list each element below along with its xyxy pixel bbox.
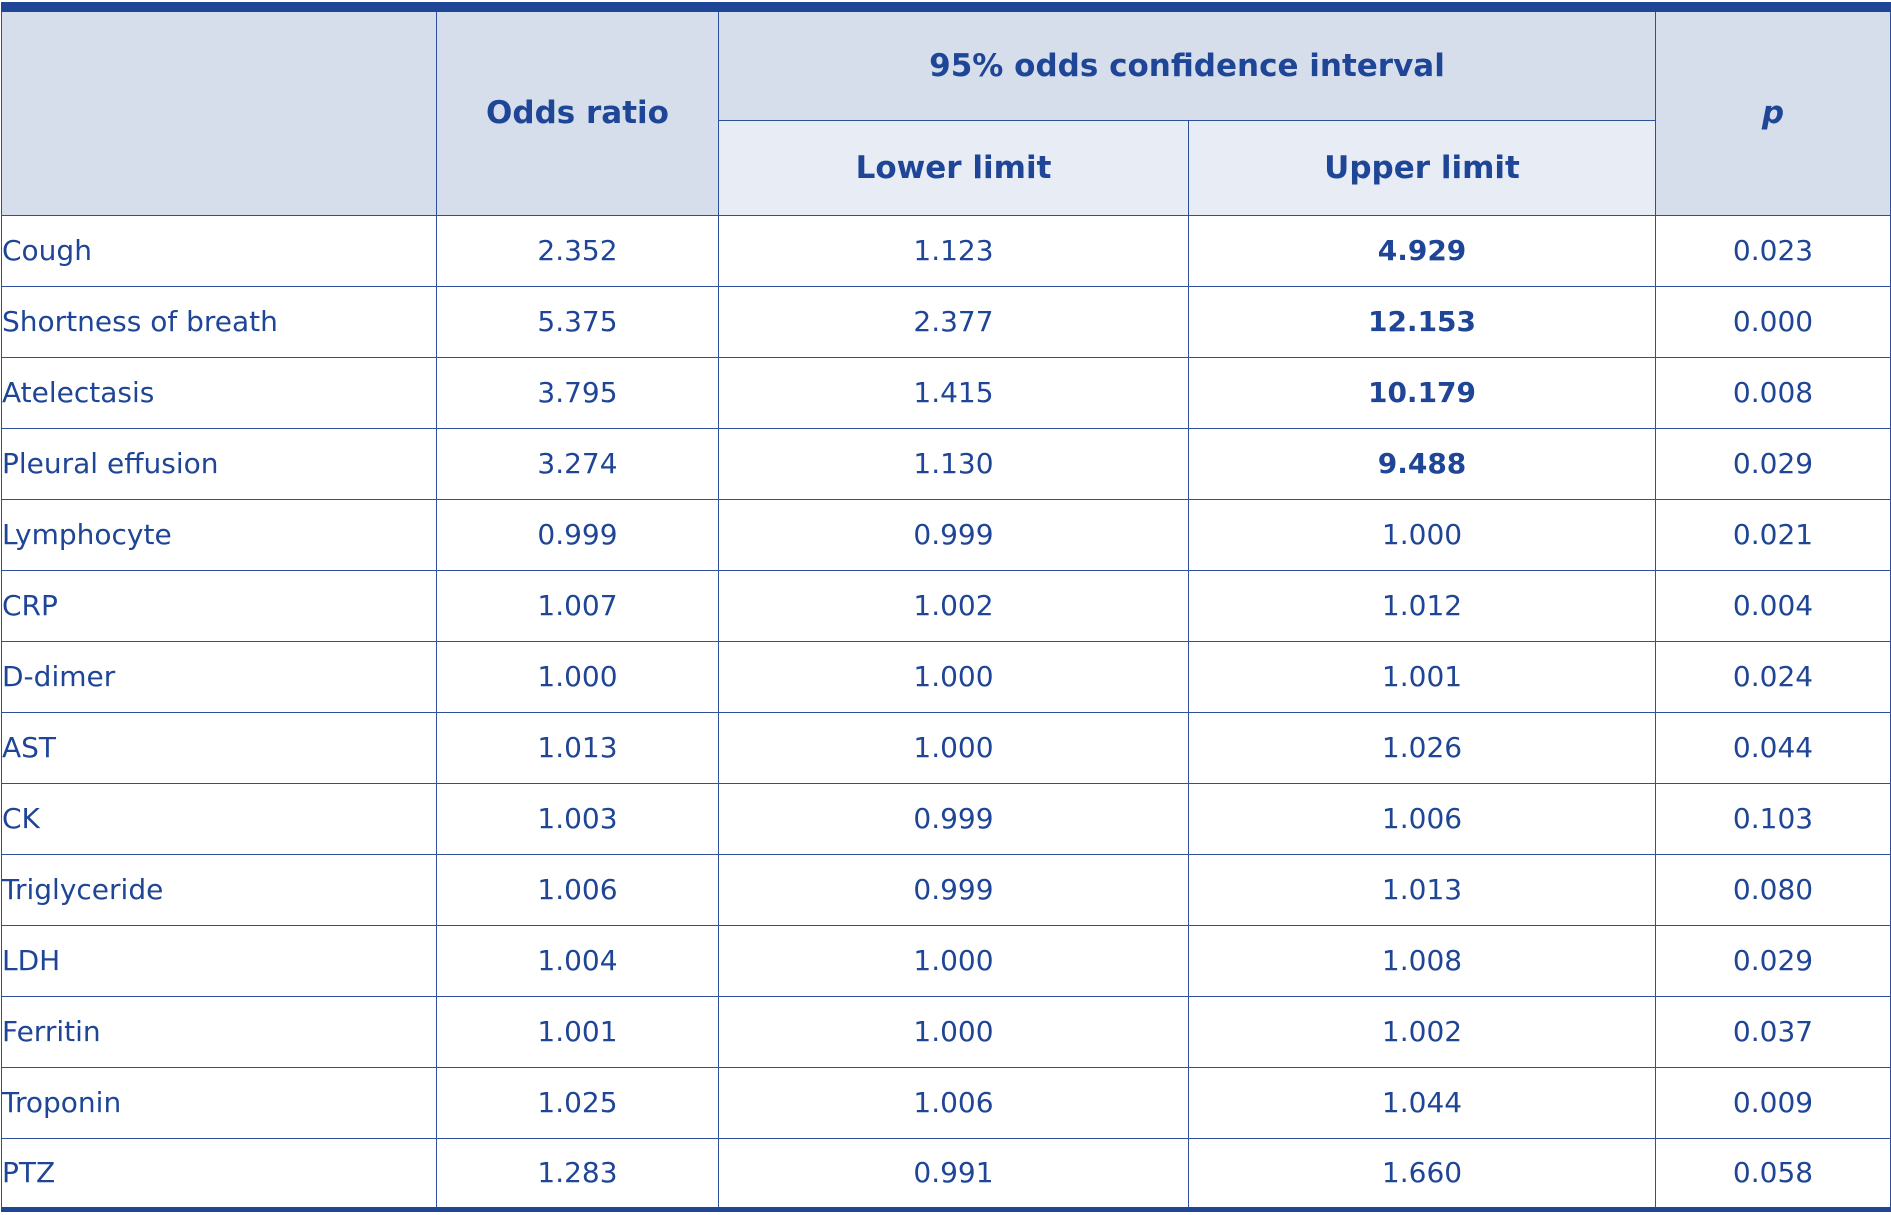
table-body: Cough 2.352 1.123 4.929 0.023 Shortness of br… [1, 214, 1891, 1209]
table-row: Lymphocyte 0.999 0.999 1.000 0.021 [1, 498, 1891, 571]
cell-odds-ratio: 2.352 [436, 214, 719, 287]
cell-upper-limit: 1.001 [1187, 640, 1657, 713]
cell-odds-ratio: 1.004 [436, 924, 719, 997]
table-row: Triglyceride 1.006 0.999 1.013 0.080 [1, 853, 1891, 926]
cell-lower-limit: 1.002 [718, 569, 1189, 642]
cell-variable: Triglyceride [1, 853, 437, 926]
cell-upper-limit: 1.026 [1187, 711, 1657, 784]
cell-p-value: 0.044 [1655, 711, 1891, 784]
cell-p-value: 0.023 [1655, 214, 1891, 287]
cell-variable: CRP [1, 569, 437, 642]
cell-upper-limit: 1.013 [1187, 853, 1657, 926]
table-row: Shortness of breath 5.375 2.377 12.153 0.000 [1, 285, 1891, 358]
table-row: AST 1.013 1.000 1.026 0.044 [1, 711, 1891, 784]
cell-upper-limit: 9.488 [1187, 427, 1657, 500]
header-odds-ratio: Odds ratio [436, 7, 719, 216]
cell-variable: Lymphocyte [1, 498, 437, 571]
cell-variable: Cough [1, 214, 437, 287]
cell-upper-limit: 1.660 [1187, 1137, 1657, 1209]
cell-lower-limit: 2.377 [718, 285, 1189, 358]
cell-p-value: 0.000 [1655, 285, 1891, 358]
table-row: Troponin 1.025 1.006 1.044 0.009 [1, 1066, 1891, 1139]
table-row: CRP 1.007 1.002 1.012 0.004 [1, 569, 1891, 642]
cell-odds-ratio: 1.001 [436, 995, 719, 1068]
cell-p-value: 0.029 [1655, 924, 1891, 997]
cell-upper-limit: 1.008 [1187, 924, 1657, 997]
cell-odds-ratio: 1.007 [436, 569, 719, 642]
cell-odds-ratio: 1.013 [436, 711, 719, 784]
cell-variable: Troponin [1, 1066, 437, 1139]
cell-p-value: 0.103 [1655, 782, 1891, 855]
cell-lower-limit: 1.006 [718, 1066, 1189, 1139]
cell-variable: AST [1, 711, 437, 784]
table-row: Cough 2.352 1.123 4.929 0.023 [1, 214, 1891, 287]
cell-variable: Pleural effusion [1, 427, 437, 500]
cell-odds-ratio: 1.283 [436, 1137, 719, 1209]
cell-p-value: 0.024 [1655, 640, 1891, 713]
cell-upper-limit: 1.000 [1187, 498, 1657, 571]
cell-odds-ratio: 1.003 [436, 782, 719, 855]
cell-lower-limit: 0.999 [718, 853, 1189, 926]
header-p-value: p [1655, 7, 1891, 216]
cell-lower-limit: 0.999 [718, 498, 1189, 571]
cell-p-value: 0.008 [1655, 356, 1891, 429]
cell-p-value: 0.029 [1655, 427, 1891, 500]
cell-lower-limit: 1.123 [718, 214, 1189, 287]
cell-odds-ratio: 1.006 [436, 853, 719, 926]
cell-upper-limit: 12.153 [1187, 285, 1657, 358]
header-lower-limit: Lower limit [718, 119, 1189, 216]
cell-variable: Atelectasis [1, 356, 437, 429]
cell-upper-limit: 1.012 [1187, 569, 1657, 642]
cell-upper-limit: 1.044 [1187, 1066, 1657, 1139]
cell-odds-ratio: 5.375 [436, 285, 719, 358]
table-row: LDH 1.004 1.000 1.008 0.029 [1, 924, 1891, 997]
header-variable [1, 7, 437, 216]
cell-odds-ratio: 0.999 [436, 498, 719, 571]
table-row: Atelectasis 3.795 1.415 10.179 0.008 [1, 356, 1891, 429]
cell-upper-limit: 1.002 [1187, 995, 1657, 1068]
cell-lower-limit: 1.415 [718, 356, 1189, 429]
cell-lower-limit: 1.000 [718, 995, 1189, 1068]
cell-p-value: 0.037 [1655, 995, 1891, 1068]
cell-variable: PTZ [1, 1137, 437, 1209]
cell-odds-ratio: 1.025 [436, 1066, 719, 1139]
cell-lower-limit: 1.000 [718, 640, 1189, 713]
table-row: D-dimer 1.000 1.000 1.001 0.024 [1, 640, 1891, 713]
cell-lower-limit: 1.130 [718, 427, 1189, 500]
header-confidence-interval: 95% odds confidence interval [717, 7, 1657, 121]
cell-upper-limit: 1.006 [1187, 782, 1657, 855]
cell-odds-ratio: 1.000 [436, 640, 719, 713]
cell-p-value: 0.080 [1655, 853, 1891, 926]
cell-p-value: 0.004 [1655, 569, 1891, 642]
table-row: Ferritin 1.001 1.000 1.002 0.037 [1, 995, 1891, 1068]
table-row: Pleural effusion 3.274 1.130 9.488 0.029 [1, 427, 1891, 500]
table-row: PTZ 1.283 0.991 1.660 0.058 [1, 1137, 1891, 1209]
cell-variable: Ferritin [1, 995, 437, 1068]
cell-odds-ratio: 3.274 [436, 427, 719, 500]
cell-upper-limit: 4.929 [1187, 214, 1657, 287]
cell-variable: D-dimer [1, 640, 437, 713]
cell-variable: CK [1, 782, 437, 855]
cell-p-value: 0.058 [1655, 1137, 1891, 1209]
cell-upper-limit: 10.179 [1187, 356, 1657, 429]
table-row: CK 1.003 0.999 1.006 0.103 [1, 782, 1891, 855]
cell-odds-ratio: 3.795 [436, 356, 719, 429]
header-upper-limit: Upper limit [1187, 119, 1657, 216]
cell-lower-limit: 1.000 [718, 924, 1189, 997]
cell-lower-limit: 1.000 [718, 711, 1189, 784]
cell-p-value: 0.009 [1655, 1066, 1891, 1139]
cell-variable: Shortness of breath [1, 285, 437, 358]
cell-lower-limit: 0.991 [718, 1137, 1189, 1209]
cell-p-value: 0.021 [1655, 498, 1891, 571]
cell-lower-limit: 0.999 [718, 782, 1189, 855]
cell-variable: LDH [1, 924, 437, 997]
